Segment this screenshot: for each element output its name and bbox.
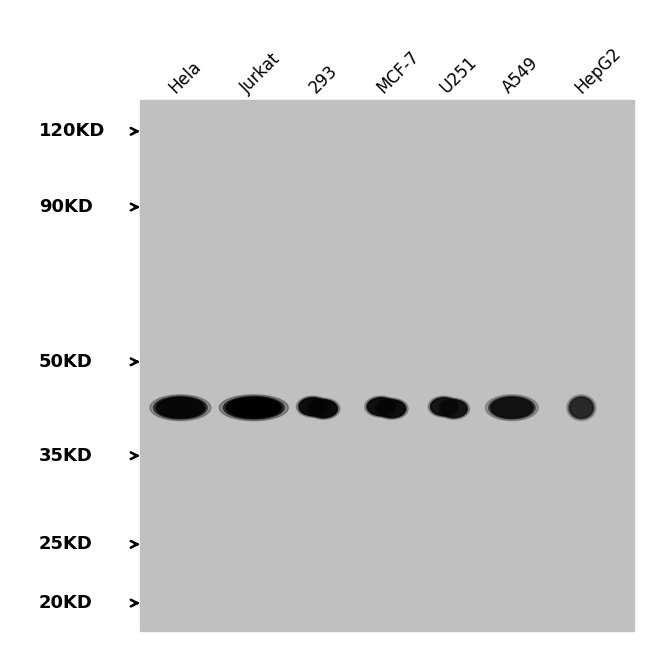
Ellipse shape <box>567 395 596 421</box>
Text: 90KD: 90KD <box>39 198 93 216</box>
Ellipse shape <box>219 395 289 421</box>
Ellipse shape <box>367 397 396 416</box>
Ellipse shape <box>367 398 395 415</box>
Text: 25KD: 25KD <box>39 535 93 553</box>
Text: Hela: Hela <box>166 58 205 97</box>
Ellipse shape <box>489 397 535 419</box>
Text: A549: A549 <box>499 54 542 97</box>
Ellipse shape <box>307 398 340 419</box>
Text: 120KD: 120KD <box>39 122 105 140</box>
Text: 50KD: 50KD <box>39 353 93 371</box>
Ellipse shape <box>153 397 207 419</box>
Ellipse shape <box>430 397 458 416</box>
Ellipse shape <box>441 400 467 417</box>
Ellipse shape <box>486 395 538 421</box>
Ellipse shape <box>150 395 211 421</box>
Ellipse shape <box>298 397 328 416</box>
Ellipse shape <box>309 399 338 418</box>
Text: 293: 293 <box>306 62 341 97</box>
Text: Jurkat: Jurkat <box>237 50 284 97</box>
Ellipse shape <box>226 397 281 418</box>
Ellipse shape <box>491 397 533 418</box>
Ellipse shape <box>569 397 593 418</box>
Ellipse shape <box>296 396 330 417</box>
Ellipse shape <box>365 396 398 417</box>
Bar <box>140 100 634 631</box>
Ellipse shape <box>299 398 326 415</box>
Ellipse shape <box>569 397 594 419</box>
Ellipse shape <box>310 400 337 417</box>
Text: U251: U251 <box>437 53 480 97</box>
Ellipse shape <box>377 399 406 418</box>
Ellipse shape <box>156 397 205 418</box>
Text: MCF-7: MCF-7 <box>374 48 423 97</box>
Ellipse shape <box>431 398 457 415</box>
Ellipse shape <box>428 396 460 417</box>
Ellipse shape <box>375 398 408 419</box>
Text: 35KD: 35KD <box>39 446 93 465</box>
Ellipse shape <box>378 400 406 417</box>
Ellipse shape <box>224 397 284 419</box>
Text: 20KD: 20KD <box>39 594 93 612</box>
Text: HepG2: HepG2 <box>572 44 625 97</box>
Ellipse shape <box>440 399 468 418</box>
Ellipse shape <box>438 398 470 419</box>
